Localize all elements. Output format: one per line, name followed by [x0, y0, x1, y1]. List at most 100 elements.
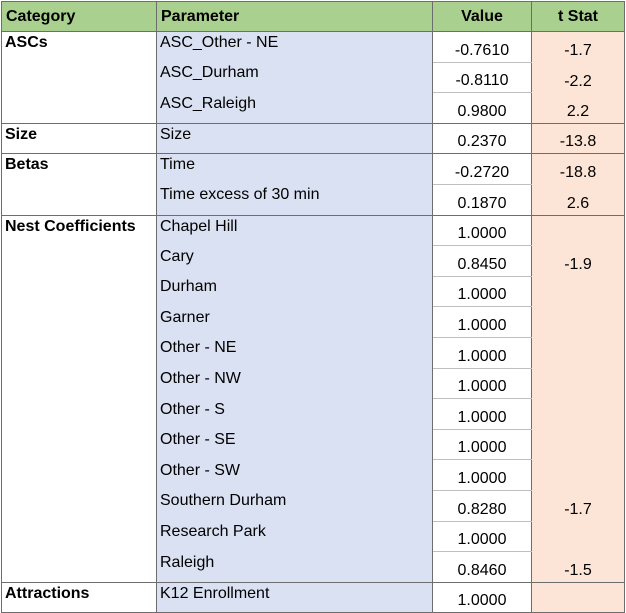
tstat-cell: -1.7 — [531, 490, 625, 521]
tstat-cell — [531, 368, 625, 399]
parameter-cell: Garner — [156, 306, 433, 338]
table-row: Betas Time -0.2720 -18.8 — [1, 153, 625, 185]
category-cell — [1, 368, 157, 399]
parameter-cell: Other - S — [156, 398, 433, 430]
tstat-cell — [531, 215, 625, 246]
tstat-cell — [531, 398, 625, 430]
parameter-cell: Cary — [156, 245, 433, 277]
table-row: Raleigh 0.8460 -1.5 — [1, 551, 625, 583]
value-cell: 0.8280 — [432, 490, 532, 522]
category-cell — [1, 306, 157, 338]
tstat-cell: -1.7 — [531, 31, 625, 63]
table-row: Research Park 1.0000 — [1, 521, 625, 553]
value-cell: 1.0000 — [432, 337, 532, 369]
tstat-cell — [531, 337, 625, 369]
table-row: Durham 1.0000 — [1, 276, 625, 308]
category-cell — [1, 92, 157, 124]
value-cell: 1.0000 — [432, 521, 532, 553]
table-row: Southern Durham 0.8280 -1.7 — [1, 490, 625, 522]
table-row: Attractions K12 Enrollment 1.0000 — [1, 582, 625, 613]
parameter-cell: Other - NE — [156, 337, 433, 369]
tstat-cell — [531, 306, 625, 338]
category-cell — [1, 459, 157, 491]
parameter-cell: ASC_Raleigh — [156, 92, 433, 124]
category-cell — [1, 337, 157, 369]
tstat-cell: -13.8 — [531, 123, 625, 155]
tstat-cell — [531, 521, 625, 552]
table-row: Nest Coefficients Chapel Hill 1.0000 — [1, 215, 625, 247]
header-category: Category — [1, 1, 157, 32]
tstat-cell — [531, 459, 625, 491]
tstat-cell: 2.6 — [531, 184, 625, 216]
value-cell: 1.0000 — [432, 368, 532, 400]
value-cell: 1.0000 — [432, 306, 532, 338]
tstat-cell: -2.2 — [531, 62, 625, 93]
table-row: Garner 1.0000 — [1, 306, 625, 338]
header-row: Category Parameter Value t Stat — [1, 1, 625, 32]
category-cell: Betas — [1, 153, 157, 185]
header-value: Value — [432, 1, 532, 32]
value-cell: 0.2370 — [432, 123, 532, 155]
category-cell — [1, 521, 157, 552]
category-cell — [1, 429, 157, 460]
tstat-cell: -18.8 — [531, 153, 625, 185]
parameter-cell: Raleigh — [156, 551, 433, 583]
parameter-cell: K12 Enrollment — [156, 582, 433, 613]
value-cell: 1.0000 — [432, 215, 532, 247]
parameter-cell: ASC_Durham — [156, 62, 433, 93]
value-cell: 1.0000 — [432, 429, 532, 461]
table-row: Other - NE 1.0000 — [1, 337, 625, 369]
table-row: Time excess of 30 min 0.1870 2.6 — [1, 184, 625, 216]
parameter-cell: ASC_Other - NE — [156, 31, 433, 63]
value-cell: -0.8110 — [432, 62, 532, 94]
parameter-cell: Time — [156, 153, 433, 185]
value-cell: 0.8450 — [432, 245, 532, 277]
value-cell: 1.0000 — [432, 398, 532, 430]
tstat-cell — [531, 582, 625, 613]
category-cell: Nest Coefficients — [1, 215, 157, 246]
table-row: Cary 0.8450 -1.9 — [1, 245, 625, 277]
table-row: Size Size 0.2370 -13.8 — [1, 123, 625, 155]
tstat-cell: -1.9 — [531, 245, 625, 277]
value-cell: 1.0000 — [432, 582, 532, 613]
category-cell — [1, 490, 157, 521]
parameter-cell: Time excess of 30 min — [156, 184, 433, 216]
header-parameter: Parameter — [156, 1, 433, 32]
category-cell — [1, 62, 157, 93]
table-row: ASC_Raleigh 0.9800 2.2 — [1, 92, 625, 124]
parameter-cell: Other - NW — [156, 368, 433, 399]
table-row: ASC_Durham -0.8110 -2.2 — [1, 62, 625, 94]
value-cell: 1.0000 — [432, 459, 532, 491]
parameter-cell: Durham — [156, 276, 433, 307]
parameter-cell: Size — [156, 123, 433, 155]
category-cell — [1, 398, 157, 430]
category-cell — [1, 184, 157, 216]
value-cell: -0.2720 — [432, 153, 532, 185]
category-cell: Size — [1, 123, 157, 155]
table-row: Other - S 1.0000 — [1, 398, 625, 430]
value-cell: -0.7610 — [432, 31, 532, 63]
parameter-cell: Research Park — [156, 521, 433, 552]
category-cell: ASCs — [1, 31, 157, 63]
table-row: Other - SW 1.0000 — [1, 459, 625, 491]
value-cell: 0.1870 — [432, 184, 532, 216]
parameter-cell: Chapel Hill — [156, 215, 433, 246]
parameter-cell: Other - SE — [156, 429, 433, 460]
table-row: Other - NW 1.0000 — [1, 368, 625, 400]
parameter-cell: Southern Durham — [156, 490, 433, 521]
value-cell: 1.0000 — [432, 276, 532, 308]
tstat-cell — [531, 276, 625, 307]
tstat-cell: -1.5 — [531, 551, 625, 583]
value-cell: 0.8460 — [432, 551, 532, 583]
category-cell — [1, 551, 157, 583]
category-cell: Attractions — [1, 582, 157, 613]
table-row: ASCs ASC_Other - NE -0.7610 -1.7 — [1, 31, 625, 63]
tstat-cell: 2.2 — [531, 92, 625, 124]
category-cell — [1, 245, 157, 277]
table-row: Other - SE 1.0000 — [1, 429, 625, 461]
category-cell — [1, 276, 157, 307]
value-cell: 0.9800 — [432, 92, 532, 124]
tstat-cell — [531, 429, 625, 460]
parameter-cell: Other - SW — [156, 459, 433, 491]
